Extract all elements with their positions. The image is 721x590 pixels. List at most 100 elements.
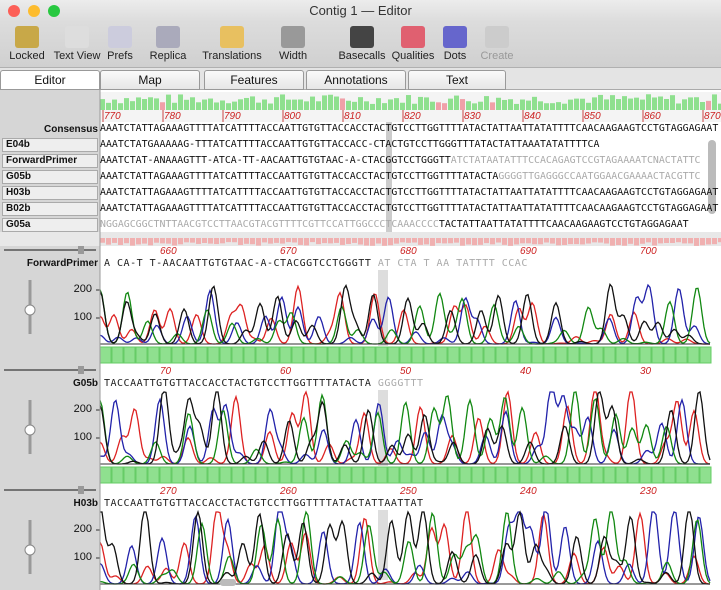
- quality-bar: [334, 238, 339, 243]
- quality-bar: [694, 238, 699, 246]
- quality-bar: [363, 346, 376, 364]
- toolbar-button[interactable]: Prefs: [104, 22, 136, 68]
- tab[interactable]: Features: [204, 70, 304, 90]
- quality-bar: [171, 346, 184, 364]
- toolbar-button[interactable]: Translations: [200, 22, 264, 68]
- toolbar-label: Prefs: [107, 50, 133, 62]
- sequence-segment: NGGAGCGGCTNTTAACGTCCTTAACGTACGTTTTCGTTCC…: [100, 219, 439, 230]
- quality-bar: [358, 97, 363, 110]
- quality-bar: [460, 99, 465, 110]
- quality-bar: [243, 346, 256, 364]
- toolbar-button[interactable]: Qualities: [390, 22, 436, 68]
- quality-bar: [538, 101, 543, 110]
- toolbar-button[interactable]: Create: [478, 22, 516, 68]
- quality-bar: [526, 100, 531, 110]
- toolbar-label: Create: [480, 50, 514, 62]
- quality-bar: [400, 238, 405, 243]
- ruler-number: 60: [280, 366, 292, 377]
- close-button[interactable]: [8, 5, 20, 17]
- quality-bar: [346, 100, 351, 110]
- toolbar-button[interactable]: Replica: [144, 22, 192, 68]
- quality-bar: [358, 238, 363, 245]
- quality-bar: [214, 238, 219, 245]
- quality-bar: [375, 346, 388, 364]
- read-name[interactable]: G05b: [2, 170, 98, 184]
- quality-bar: [424, 238, 429, 245]
- quality-bar: [214, 102, 219, 110]
- read-name[interactable]: H03b: [2, 186, 98, 200]
- quality-bar: [610, 95, 615, 110]
- quality-bar: [172, 102, 177, 110]
- quality-bar: [538, 238, 543, 245]
- quality-bar: [111, 466, 124, 484]
- toolbar-button[interactable]: Dots: [440, 22, 470, 68]
- quality-bar: [454, 95, 459, 110]
- quality-bar: [274, 97, 279, 110]
- read-name[interactable]: B02b: [2, 202, 98, 216]
- read-name[interactable]: G05a: [2, 218, 98, 232]
- quality-bar: [435, 346, 448, 364]
- quality-bar: [604, 238, 609, 244]
- tab[interactable]: Annotations: [306, 70, 406, 90]
- tab-bar: Editor Map Features Annotations Text: [0, 68, 721, 90]
- toolbar-icon: [220, 26, 244, 48]
- toolbar-button[interactable]: Locked: [6, 22, 48, 68]
- toolbar-label: Translations: [202, 50, 262, 62]
- quality-bar: [502, 238, 507, 245]
- ruler-number: 860: [644, 111, 661, 122]
- quality-bar: [430, 238, 435, 246]
- quality-bar: [364, 238, 369, 246]
- toolbar-button[interactable]: Width: [268, 22, 318, 68]
- zoom-button[interactable]: [48, 5, 60, 17]
- read-name[interactable]: ForwardPrimer: [2, 154, 98, 168]
- quality-bar: [616, 238, 621, 246]
- quality-bar: [580, 98, 585, 110]
- toolbar-button[interactable]: Text View: [52, 22, 102, 68]
- quality-bar: [280, 94, 285, 110]
- quality-bar: [352, 238, 357, 243]
- quality-bar: [483, 466, 496, 484]
- quality-bar: [399, 346, 412, 364]
- quality-bar: [519, 466, 532, 484]
- read-name[interactable]: E04b: [2, 138, 98, 152]
- quality-bar: [219, 346, 232, 364]
- tab[interactable]: Editor: [0, 70, 100, 90]
- quality-bar: [490, 102, 495, 110]
- quality-bar: [279, 346, 292, 364]
- quality-bar: [567, 466, 580, 484]
- cursor-column: [378, 510, 388, 580]
- quality-bar: [388, 238, 393, 246]
- toolbar-button[interactable]: Basecalls: [336, 22, 388, 68]
- quality-bar: [532, 96, 537, 110]
- slider-knob: [24, 544, 36, 556]
- y-tick-label: 100: [73, 431, 92, 443]
- quality-bar: [627, 346, 640, 364]
- quality-bar: [640, 238, 645, 244]
- quality-bar: [238, 238, 243, 245]
- quality-bar: [123, 466, 136, 484]
- minimize-button[interactable]: [28, 5, 40, 17]
- toolbar-icon: [15, 26, 39, 48]
- sequence-segment: GGGGTTGAGGGCCAATGGAACGAAAACTACGTTC: [498, 171, 701, 182]
- quality-bar: [250, 238, 255, 245]
- quality-bar: [406, 95, 411, 110]
- quality-bar: [159, 346, 172, 364]
- ruler-number: 680: [400, 246, 417, 257]
- consensus-label: Consensus: [44, 124, 98, 135]
- quality-bar: [459, 466, 472, 484]
- quality-bar: [387, 466, 400, 484]
- quality-bar: [316, 238, 321, 245]
- quality-bar: [219, 466, 232, 484]
- quality-bar: [328, 238, 333, 244]
- tab[interactable]: Map: [100, 70, 200, 90]
- ruler-number: 660: [160, 246, 177, 257]
- cursor-column: [386, 122, 392, 232]
- quality-bar: [399, 466, 412, 484]
- quality-bar: [471, 466, 484, 484]
- quality-bar: [130, 101, 135, 110]
- ruler-number: 770: [104, 111, 121, 122]
- quality-bar: [178, 94, 183, 110]
- tab[interactable]: Text: [408, 70, 506, 90]
- quality-bar: [328, 94, 333, 110]
